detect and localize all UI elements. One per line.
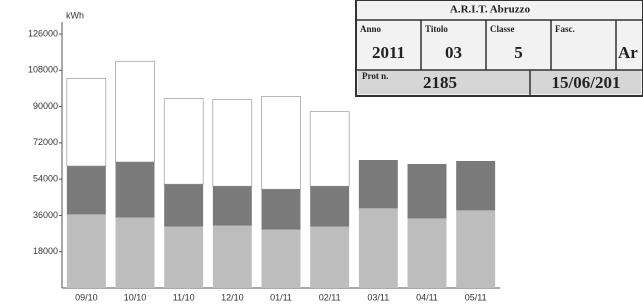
bar-segment bbox=[164, 184, 203, 226]
bar-segment bbox=[164, 227, 203, 288]
x-tick-label: 05/11 bbox=[465, 292, 487, 302]
x-tick-label: 10/10 bbox=[124, 292, 147, 302]
stamp-label: Anno bbox=[360, 24, 382, 34]
bar-segment bbox=[262, 189, 301, 229]
bar-segment bbox=[67, 78, 106, 166]
bar-segment bbox=[116, 162, 155, 217]
bar-segment bbox=[310, 112, 349, 187]
x-tick-label: 04/11 bbox=[416, 292, 438, 302]
stamp-value: 2185 bbox=[423, 73, 457, 92]
stamp-label: Classe bbox=[490, 24, 515, 34]
bar-segment bbox=[310, 186, 349, 226]
x-tick-label: 11/10 bbox=[173, 292, 195, 302]
x-tick-label: 02/11 bbox=[319, 292, 341, 302]
x-tick-label: 09/10 bbox=[75, 292, 98, 302]
y-tick-label: 108000 bbox=[28, 65, 58, 75]
stamp-title: A.R.I.T. Abruzzo bbox=[450, 4, 531, 16]
y-tick-label: 18000 bbox=[33, 246, 58, 256]
bar-segment bbox=[262, 96, 301, 189]
y-tick-label: 36000 bbox=[33, 210, 58, 220]
bar-segment bbox=[67, 166, 106, 214]
bar-segment bbox=[213, 186, 252, 225]
stamp-value: 2011 bbox=[372, 43, 405, 62]
stamp-value: 15/06/201 bbox=[552, 73, 621, 92]
bar-segment bbox=[262, 230, 301, 288]
bar-segment bbox=[310, 227, 349, 288]
stamp-value: 03 bbox=[445, 43, 462, 62]
y-axis-label: kWh bbox=[66, 10, 84, 20]
bar-segment bbox=[359, 208, 398, 288]
bar-segment bbox=[408, 164, 447, 218]
x-tick-label: 01/11 bbox=[270, 292, 292, 302]
x-tick-label: 12/10 bbox=[221, 292, 244, 302]
bar-segment bbox=[213, 100, 252, 187]
bar-segment bbox=[456, 210, 495, 288]
stamp-value: Ar bbox=[618, 43, 638, 62]
page: kWh 18000 36000 54000 72000 90000 108000 12600… bbox=[0, 0, 643, 307]
bar-segment bbox=[116, 217, 155, 288]
stamp-label: Fasc. bbox=[555, 24, 575, 34]
stamp-label: Prot n. bbox=[362, 71, 388, 81]
y-tick-label: 72000 bbox=[33, 137, 58, 147]
bar-segment bbox=[164, 99, 203, 185]
bar-segment bbox=[67, 214, 106, 288]
bar-segment bbox=[359, 160, 398, 208]
bar-segment bbox=[213, 226, 252, 288]
y-tick-label: 54000 bbox=[33, 174, 58, 184]
y-tick-label: 90000 bbox=[33, 101, 58, 111]
stamp-label: Titolo bbox=[425, 24, 448, 34]
x-tick-label: 03/11 bbox=[367, 292, 389, 302]
stamp-value: 5 bbox=[514, 43, 523, 62]
bar-segment bbox=[456, 161, 495, 210]
bar-segment bbox=[408, 218, 447, 288]
stamp: A.R.I.T. Abruzzo Prot n. 2185 15/06/201 … bbox=[356, 0, 643, 96]
y-tick-label: 126000 bbox=[28, 28, 58, 38]
bar-segment bbox=[116, 61, 155, 162]
